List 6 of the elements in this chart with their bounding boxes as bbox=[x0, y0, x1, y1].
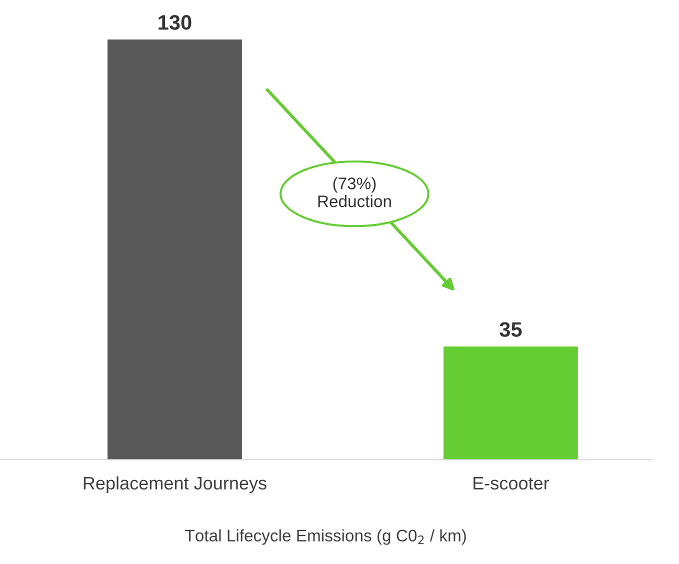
annotation: (73%) Reduction bbox=[318, 177, 391, 208]
x-tick-label: Replacement Journeys bbox=[84, 476, 266, 494]
x-tick-label: E-scooter bbox=[474, 476, 550, 490]
data-label: 130 bbox=[158, 15, 192, 30]
x-axis-title: Total Lifecycle Emissions (g C0$_{2}$ / km) bbox=[185, 529, 466, 545]
data-label: 35 bbox=[500, 322, 522, 337]
